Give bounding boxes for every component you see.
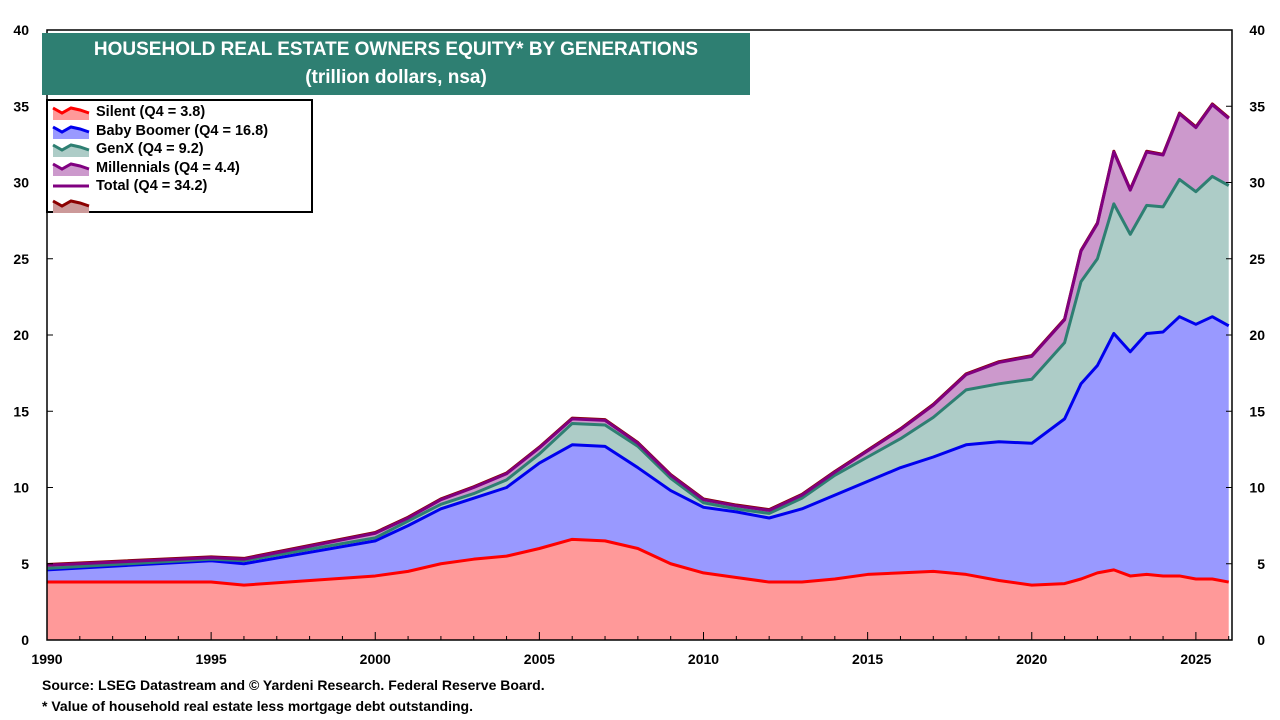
legend-swatch-icon bbox=[52, 125, 90, 139]
x-tick-label: 2005 bbox=[524, 651, 555, 667]
legend-item: Millennials (Q4 = 4.4) bbox=[52, 159, 311, 178]
legend-label: GenX (Q4 = 9.2) bbox=[96, 141, 204, 158]
y-tick-label-right: 35 bbox=[1249, 98, 1265, 114]
x-tick-label: 2015 bbox=[852, 651, 883, 667]
y-tick-label-left: 40 bbox=[13, 22, 29, 38]
y-tick-label-right: 25 bbox=[1249, 251, 1265, 267]
line-genx bbox=[46, 174, 1230, 570]
legend-item bbox=[52, 196, 311, 215]
line-baby bbox=[46, 315, 1230, 572]
legend-swatch-icon bbox=[52, 162, 90, 176]
chart-title-box: HOUSEHOLD REAL ESTATE OWNERS EQUITY* BY … bbox=[42, 33, 750, 95]
x-tick-label: 1995 bbox=[196, 651, 227, 667]
x-tick-label: 1990 bbox=[31, 651, 62, 667]
y-tick-label-right: 0 bbox=[1257, 632, 1265, 648]
legend-swatch-icon bbox=[52, 143, 90, 158]
y-tick-label-left: 30 bbox=[13, 175, 29, 191]
line-total bbox=[46, 103, 1230, 567]
legend: Silent (Q4 = 3.8) Baby Boomer (Q4 = 16.8)… bbox=[46, 99, 313, 213]
chart-title: HOUSEHOLD REAL ESTATE OWNERS EQUITY* BY … bbox=[93, 39, 699, 60]
y-tick-label-left: 15 bbox=[13, 403, 29, 419]
legend-item: GenX (Q4 = 9.2) bbox=[52, 140, 311, 159]
footnote: * Value of household real estate less mo… bbox=[42, 698, 473, 714]
y-tick-label-left: 10 bbox=[13, 480, 29, 496]
source-note: Source: LSEG Datastream and © Yardeni Re… bbox=[42, 677, 545, 693]
legend-item: Baby Boomer (Q4 = 16.8) bbox=[52, 122, 311, 141]
y-tick-label-right: 30 bbox=[1249, 175, 1265, 191]
legend-label: Millennials (Q4 = 4.4) bbox=[96, 159, 240, 176]
area-baby bbox=[47, 316, 1229, 586]
y-tick-label-right: 20 bbox=[1249, 327, 1265, 343]
x-tick-label: 2020 bbox=[1016, 651, 1047, 667]
x-tick-label: 2010 bbox=[688, 651, 719, 667]
y-tick-label-right: 10 bbox=[1249, 480, 1265, 496]
area-silent bbox=[47, 539, 1229, 640]
y-tick-label-right: 15 bbox=[1249, 403, 1265, 419]
y-tick-label-right: 40 bbox=[1249, 22, 1265, 38]
plot-areas bbox=[46, 102, 1230, 640]
x-tick-label: 2000 bbox=[360, 651, 391, 667]
legend-item: Total (Q4 = 34.2) bbox=[52, 177, 311, 196]
legend-label: Silent (Q4 = 3.8) bbox=[96, 104, 206, 121]
y-tick-label-left: 25 bbox=[13, 251, 29, 267]
legend-item: Silent (Q4 = 3.8) bbox=[52, 103, 311, 122]
legend-label: Total (Q4 = 34.2) bbox=[96, 178, 208, 195]
x-tick-label: 2025 bbox=[1180, 651, 1211, 667]
line-silent bbox=[47, 537, 1229, 587]
y-tick-label-right: 5 bbox=[1257, 556, 1265, 572]
legend-swatch-icon bbox=[52, 106, 90, 121]
y-tick-label-left: 0 bbox=[21, 632, 29, 648]
legend-swatch-icon bbox=[53, 184, 89, 188]
y-tick-label-left: 5 bbox=[21, 556, 29, 572]
y-tick-label-left: 35 bbox=[13, 98, 29, 114]
legend-swatch-icon bbox=[52, 199, 90, 213]
y-tick-label-left: 20 bbox=[13, 327, 29, 343]
legend-label: Baby Boomer (Q4 = 16.8) bbox=[96, 122, 269, 139]
chart-subtitle: (trillion dollars, nsa) bbox=[305, 67, 487, 88]
